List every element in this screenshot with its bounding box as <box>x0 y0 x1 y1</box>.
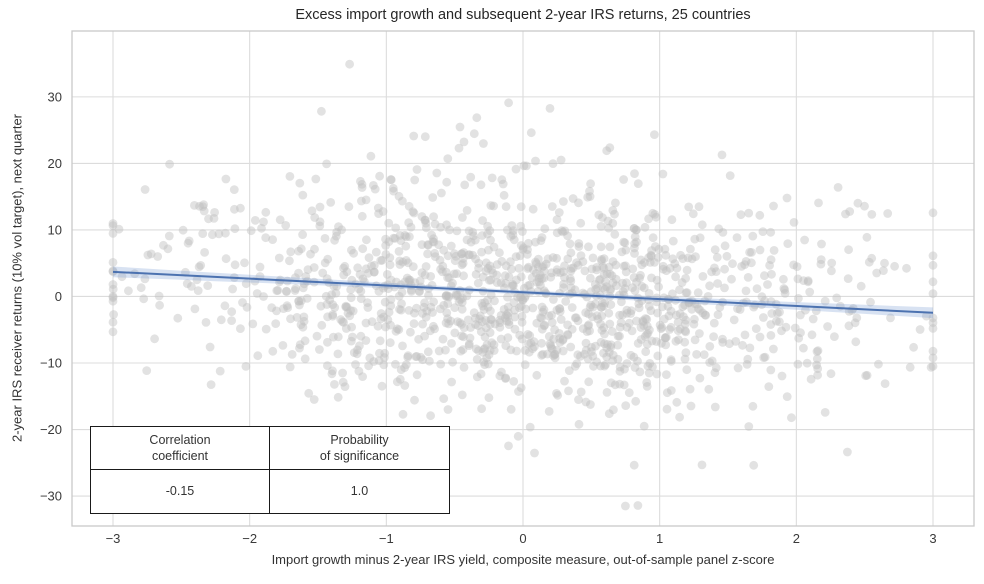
svg-text:−1: −1 <box>379 531 394 546</box>
correlation-value: -0.15 <box>165 484 195 499</box>
svg-text:0: 0 <box>519 531 526 546</box>
svg-text:−3: −3 <box>106 531 121 546</box>
svg-text:20: 20 <box>48 156 62 171</box>
stats-value-correlation: -0.15 <box>91 470 270 513</box>
stats-header-correlation: Correlation coefficient <box>91 427 270 470</box>
svg-text:2: 2 <box>793 531 800 546</box>
y-axis-label: 2-year IRS receiver returns (10% vol tar… <box>9 113 25 443</box>
stats-table: Correlation coefficient Probability of s… <box>90 426 450 514</box>
stats-value-probability: 1.0 <box>270 470 449 513</box>
svg-text:3: 3 <box>929 531 936 546</box>
svg-text:−10: −10 <box>40 355 62 370</box>
chart-title: Excess import growth and subsequent 2-ye… <box>295 7 751 23</box>
probability-value: 1.0 <box>350 484 369 499</box>
svg-text:0: 0 <box>55 289 62 304</box>
svg-text:30: 30 <box>48 89 62 104</box>
x-axis-label: Import growth minus 2-year IRS yield, co… <box>271 552 775 567</box>
stats-header-correlation-line2: coefficient <box>151 449 209 463</box>
svg-text:−30: −30 <box>40 489 62 504</box>
stats-header-correlation-line1: Correlation <box>149 432 211 447</box>
svg-text:−2: −2 <box>242 531 257 546</box>
svg-text:10: 10 <box>48 222 62 237</box>
svg-text:1: 1 <box>656 531 663 546</box>
stats-header-probability-line2: of significance <box>319 449 400 463</box>
stats-header-probability-line1: Probability <box>330 432 389 447</box>
stats-header-probability: Probability of significance <box>270 427 449 470</box>
svg-text:−20: −20 <box>40 422 62 437</box>
